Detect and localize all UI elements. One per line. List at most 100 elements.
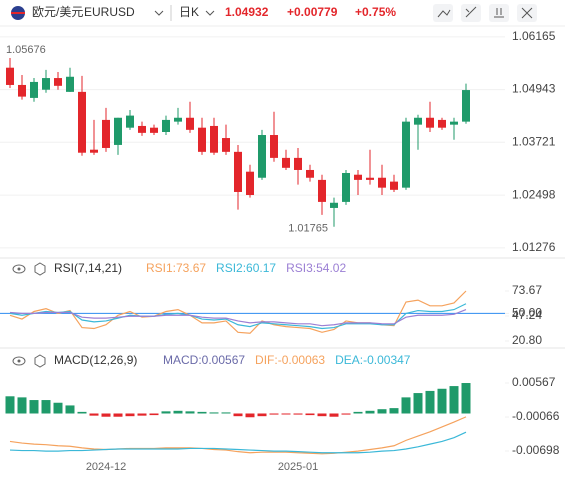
y-tick-label: 20.80: [512, 333, 542, 347]
histogram-bar: [125, 413, 135, 417]
candle-body: [450, 121, 458, 125]
candle-body: [306, 169, 314, 178]
candle-body: [438, 119, 446, 128]
tool-button[interactable]: [433, 4, 453, 22]
candle-body: [30, 81, 38, 98]
histogram-bar: [29, 400, 39, 414]
y-tick-label: 47.24: [512, 308, 542, 322]
rsi-icons: [12, 262, 46, 276]
dropdown-icon[interactable]: [205, 10, 215, 16]
candle-body: [126, 115, 134, 128]
gear-icon[interactable]: [34, 262, 46, 276]
histogram-bar: [53, 402, 63, 414]
icon: [521, 7, 533, 19]
line: [9, 290, 467, 334]
dropdown-icon[interactable]: [154, 10, 164, 16]
histogram-bar: [89, 413, 99, 416]
eye-icon: [17, 359, 21, 363]
candle-body: [222, 138, 230, 152]
line: [9, 431, 467, 454]
histogram-bar: [233, 413, 243, 417]
candle-body: [54, 78, 62, 86]
candle-body: [186, 117, 194, 130]
histogram-bar: [221, 412, 231, 414]
candle-body: [150, 127, 158, 133]
histogram-bar: [317, 413, 327, 417]
histogram-bar: [77, 411, 87, 414]
histogram-bar: [269, 413, 279, 415]
histogram-bar: [5, 396, 15, 414]
y-tick-label: 73.67: [512, 283, 542, 297]
icon: [437, 9, 451, 18]
histogram-bar: [113, 413, 123, 417]
histogram-bar: [413, 393, 423, 414]
histogram-bar: [401, 397, 411, 414]
candle-body: [294, 157, 302, 170]
candle-body: [210, 125, 218, 153]
icon: [465, 6, 477, 18]
candle-body: [6, 67, 14, 85]
candle-body: [402, 121, 410, 188]
histogram-bar: [149, 413, 159, 416]
histogram-bar: [17, 397, 27, 414]
histogram-bar: [281, 413, 291, 415]
candle-body: [354, 174, 362, 180]
y-tick-label: 1.02498: [512, 187, 556, 201]
tool-button[interactable]: [489, 4, 509, 22]
eye-icon[interactable]: [12, 264, 26, 274]
candle-body: [198, 127, 206, 152]
eye-icon[interactable]: [12, 356, 26, 366]
x-tick-label: 2024-12: [86, 461, 126, 473]
histogram-bar: [257, 413, 267, 417]
y-tick-label: 0.00567: [512, 375, 556, 389]
histogram-bar: [65, 405, 75, 414]
candle-body: [462, 90, 470, 122]
histogram-bar: [461, 383, 471, 414]
candle-body: [42, 78, 50, 90]
pair: 欧元/美元: [32, 5, 83, 19]
histogram-bar: [449, 386, 459, 414]
macd-icons: [12, 354, 46, 368]
y-tick-label: -0.00698: [512, 443, 560, 457]
period[interactable]: 日K: [179, 5, 199, 19]
candle-body: [234, 151, 242, 192]
candle-body: [138, 125, 146, 133]
candle-body: [90, 149, 98, 153]
change: +0.00779: [287, 5, 338, 19]
candle-body: [258, 135, 266, 178]
legend-entry: DIF:-0.00063: [255, 353, 325, 367]
histogram-bar: [41, 400, 51, 414]
candle-body: [426, 117, 434, 128]
candle-body: [18, 84, 26, 97]
histogram-bar: [437, 388, 447, 414]
y-tick-label: 50.00: [512, 306, 542, 320]
histogram-bar: [305, 413, 315, 416]
candle-body: [366, 177, 374, 180]
histogram-bar: [137, 413, 147, 416]
candle-body: [282, 157, 290, 168]
candle-body: [414, 117, 422, 125]
line: [9, 309, 467, 327]
histogram-bar: [377, 409, 387, 414]
candle-body: [114, 117, 122, 145]
histogram-bar: [389, 408, 399, 414]
tool-button[interactable]: [461, 4, 481, 22]
y-tick-label: -0.00066: [512, 409, 560, 423]
candle-body: [378, 177, 386, 188]
histogram-bar: [341, 413, 351, 415]
candle-body: [66, 76, 74, 92]
legend-entry: MACD:0.00567: [163, 353, 245, 367]
legend-entry: RSI3:54.02: [286, 261, 346, 275]
histogram-bar: [173, 410, 183, 414]
candle-body: [318, 179, 326, 202]
candle-body: [78, 91, 86, 153]
gear-icon[interactable]: [34, 354, 46, 368]
candle-body: [270, 135, 278, 158]
panel-title: MACD(12,26,9): [54, 353, 137, 367]
y-tick-label: 1.04943: [512, 82, 556, 96]
high-annotation: 1.05676: [6, 44, 46, 56]
histogram-bar: [101, 413, 111, 417]
price: 1.04932: [225, 5, 269, 19]
candle-body: [174, 117, 182, 122]
